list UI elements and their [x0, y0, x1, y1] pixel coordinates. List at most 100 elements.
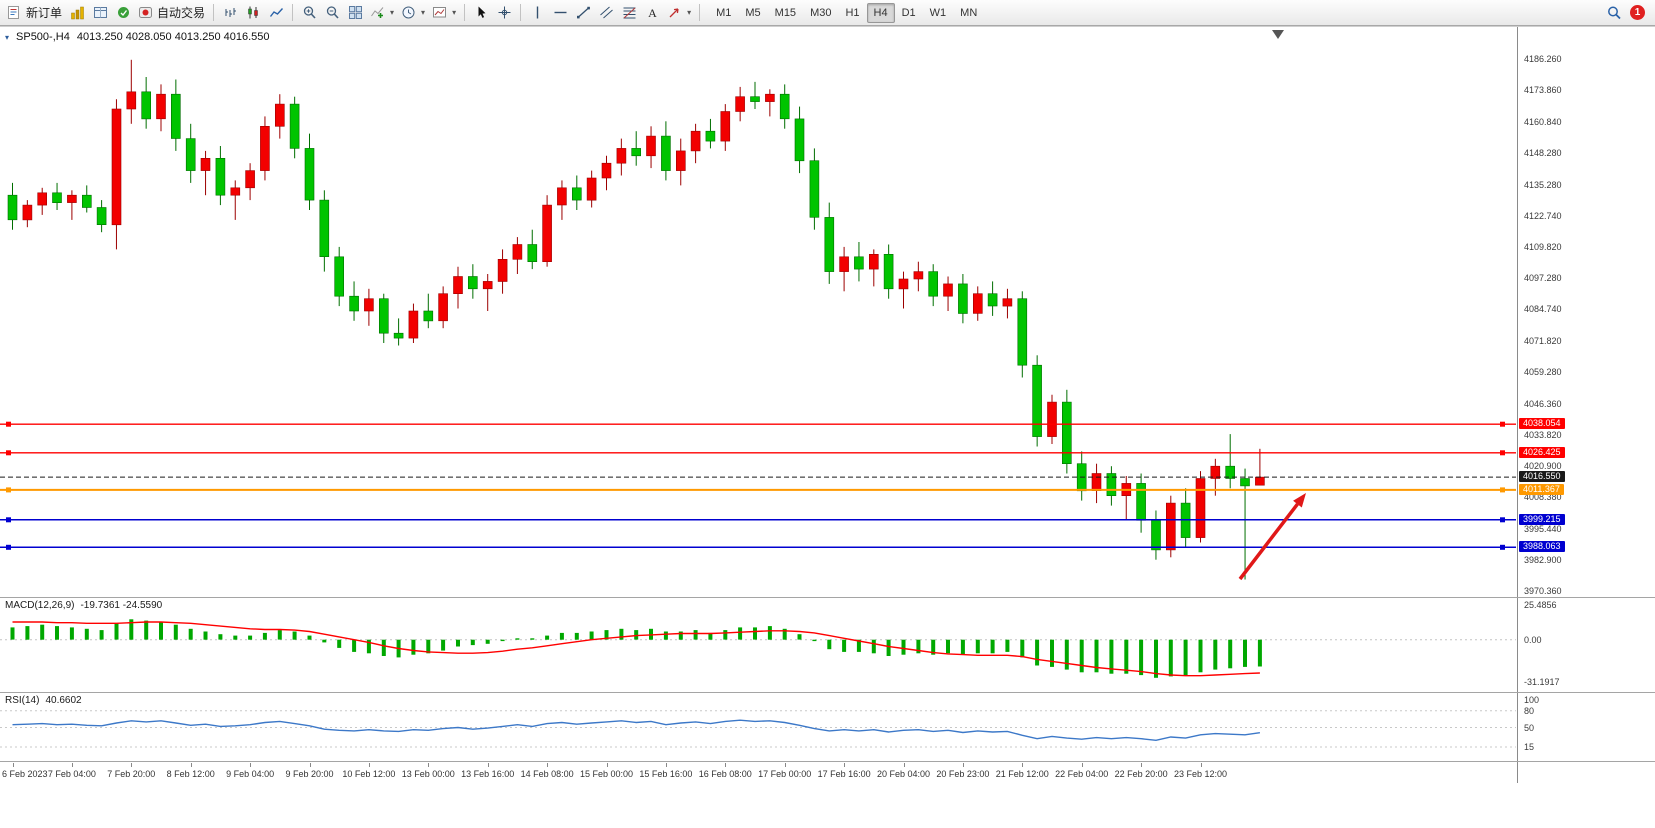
price-tick: 4186.260	[1524, 54, 1562, 64]
price-tick: 4097.280	[1524, 273, 1562, 283]
hline-handle[interactable]	[1500, 517, 1505, 523]
timeframe-button-m5[interactable]: M5	[745, 6, 761, 19]
macd-splitter[interactable]	[0, 596, 1655, 599]
time-label: 17 Feb 00:00	[758, 769, 812, 779]
indicators-icon	[370, 5, 385, 20]
crosshair-tool-button[interactable]	[493, 2, 515, 24]
arrows-tool-button[interactable]: ▾	[664, 2, 694, 24]
main-chart-svg[interactable]	[0, 27, 1516, 598]
price-tick: 25.4856	[1524, 600, 1557, 610]
text-tool-button[interactable]: A	[641, 2, 663, 24]
text-tool-icon: A	[645, 5, 660, 20]
time-label: 9 Feb 20:00	[285, 769, 334, 779]
hline-handle[interactable]	[1500, 487, 1505, 493]
hline-handle[interactable]	[1500, 421, 1505, 427]
time-tick	[903, 763, 905, 767]
time-label: 13 Feb 00:00	[401, 769, 455, 779]
rsi-label: RSI(14) 40.6602	[5, 695, 82, 706]
rsi-splitter[interactable]	[0, 691, 1655, 694]
fibonacci-tool-button[interactable]	[618, 2, 640, 24]
bar-chart-mode-button[interactable]	[219, 2, 241, 24]
macd-title: MACD(12,26,9)	[5, 600, 75, 611]
data-window-button[interactable]	[89, 2, 111, 24]
time-tick	[665, 763, 667, 767]
time-axis[interactable]: 6 Feb 2023 7 Feb 04:00 7 Feb 20:00 8 Feb 12…	[0, 763, 1517, 783]
svg-text:A: A	[648, 6, 657, 20]
hline-handle[interactable]	[1500, 450, 1505, 456]
timeframe-group: M1 M5 M15 M30 H1 H4 D1 W1 MN	[709, 2, 984, 23]
timeframe-button-mn[interactable]: MN	[960, 6, 978, 19]
periods-button[interactable]: ▾	[398, 2, 428, 24]
price-tick: 4033.820	[1524, 430, 1562, 440]
time-label: 22 Feb 20:00	[1114, 769, 1168, 779]
crosshair-icon	[497, 5, 512, 20]
auto-trading-button[interactable]: 自动交易	[135, 2, 208, 24]
templates-button[interactable]: ▾	[429, 2, 459, 24]
notification-badge[interactable]: 1	[1630, 5, 1645, 20]
trendline-tool-button[interactable]	[572, 2, 594, 24]
price-tick: 80	[1524, 706, 1535, 716]
time-tick	[131, 763, 133, 767]
price-axis[interactable]: 4186.260 4173.860 4160.840 4148.280 4135.280…	[1517, 27, 1655, 783]
auto-trading-icon	[138, 5, 153, 20]
hline-handle[interactable]	[6, 487, 11, 493]
timeframe-button-h1[interactable]: H1	[845, 6, 860, 19]
market-watch-button[interactable]	[66, 2, 88, 24]
time-label: 8 Feb 12:00	[166, 769, 215, 779]
time-label: 21 Feb 12:00	[995, 769, 1049, 779]
line-chart-mode-button[interactable]	[265, 2, 287, 24]
chart-shift-marker[interactable]	[1272, 30, 1284, 39]
zoom-out-button[interactable]	[321, 2, 343, 24]
hline-handle[interactable]	[6, 517, 11, 523]
symbol-dropdown-icon[interactable]: ▾	[5, 32, 10, 42]
annotation-arrow[interactable]	[1238, 493, 1306, 581]
tile-windows-button[interactable]	[344, 2, 366, 24]
toolbar-separator	[292, 4, 294, 21]
hline-handle[interactable]	[6, 421, 11, 427]
horizontal-line-tool-button[interactable]	[549, 2, 571, 24]
hline-handle[interactable]	[6, 544, 11, 550]
timeframe-button-d1[interactable]: D1	[901, 6, 916, 19]
search-icon[interactable]	[1606, 5, 1622, 21]
time-tick	[309, 763, 311, 767]
price-tick: 3995.440	[1524, 524, 1562, 534]
price-tick: 4160.840	[1524, 117, 1562, 127]
price-tick: 3970.360	[1524, 586, 1562, 596]
time-tick	[368, 763, 370, 767]
navigator-button[interactable]	[112, 2, 134, 24]
price-tick: 0.00	[1524, 635, 1542, 645]
candlestick-mode-button[interactable]	[242, 2, 264, 24]
timeframe-button-h4[interactable]: H4	[866, 2, 895, 23]
indicators-button[interactable]: ▾	[367, 2, 397, 24]
time-tick	[1200, 763, 1202, 767]
time-label: 22 Feb 04:00	[1055, 769, 1109, 779]
vertical-line-tool-button[interactable]	[526, 2, 548, 24]
cursor-tool-button[interactable]	[470, 2, 492, 24]
timeframe-button-m15[interactable]: M15	[774, 6, 797, 19]
time-tick	[1022, 763, 1024, 767]
hline-handle[interactable]	[6, 450, 11, 456]
timeframe-button-m30[interactable]: M30	[810, 6, 832, 19]
rsi-panel-svg[interactable]	[0, 694, 1516, 766]
time-label: 20 Feb 04:00	[876, 769, 931, 779]
timeframe-button-m1[interactable]: M1	[716, 6, 732, 19]
zoom-in-button[interactable]	[298, 2, 320, 24]
arrows-tool-icon	[667, 5, 682, 20]
time-label: 15 Feb 16:00	[639, 769, 693, 779]
price-tick: 50	[1524, 723, 1535, 733]
price-flag-4011.367: 4011.367	[1519, 484, 1564, 495]
new-order-button[interactable]: 新订单	[4, 2, 65, 24]
price-tick: 4020.900	[1524, 461, 1562, 471]
hline-handle[interactable]	[1500, 544, 1505, 550]
price-flag-3988.063: 3988.063	[1519, 541, 1565, 552]
panel-divider	[0, 597, 1655, 598]
time-label: 9 Feb 04:00	[226, 769, 275, 779]
timeframe-button-w1[interactable]: W1	[929, 6, 947, 19]
toolbar-separator	[213, 4, 215, 21]
price-tick: 4046.360	[1524, 399, 1562, 409]
time-label: 6 Feb 2023	[2, 769, 48, 779]
channel-tool-button[interactable]	[595, 2, 617, 24]
macd-panel-svg[interactable]	[0, 599, 1516, 697]
line-chart-icon	[269, 5, 284, 20]
